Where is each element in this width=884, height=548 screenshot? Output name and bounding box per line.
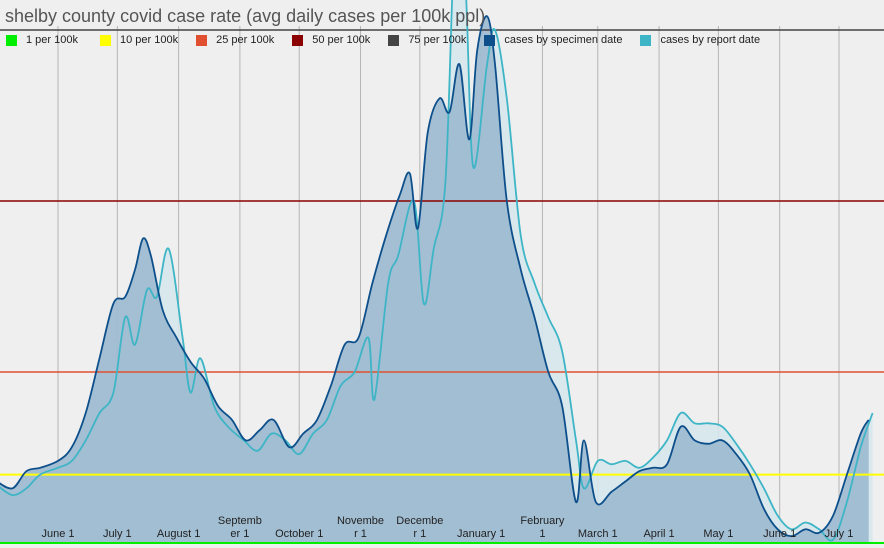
x-tick-label: Decembe r 1 — [388, 515, 452, 541]
x-tick-label-line: er 1 — [230, 528, 250, 540]
x-tick-label: January 1 — [449, 528, 513, 541]
legend-label: cases by specimen date — [504, 34, 623, 46]
legend-swatch — [292, 34, 304, 46]
legend-label: 75 per 100k — [408, 34, 467, 46]
legend-swatch — [99, 34, 111, 46]
x-tick-label: February 1 — [510, 515, 574, 541]
legend-item-75-per-100k[interactable]: 75 per 100k — [388, 33, 466, 47]
x-tick-label: August 1 — [147, 528, 211, 541]
legend-label: 1 per 100k — [26, 34, 78, 46]
legend-swatch — [640, 34, 652, 46]
series-line-1 — [0, 0, 874, 542]
x-tick-label: Novembe r 1 — [329, 515, 393, 541]
x-tick-label: Septemb er 1 — [208, 515, 272, 541]
x-tick-label-line: June 1 — [41, 528, 75, 540]
legend-swatch — [388, 34, 400, 46]
x-tick-label-line: February — [520, 515, 565, 527]
legend: 1 per 100k 10 per 100k 25 per 100k 50 pe… — [6, 33, 760, 47]
legend-label: 10 per 100k — [119, 34, 179, 46]
x-tick-label: April 1 — [627, 528, 691, 541]
x-tick-label-line: April 1 — [643, 528, 675, 540]
legend-label: cases by report date — [660, 34, 761, 46]
series-area-0 — [0, 16, 869, 543]
x-tick-label: May 1 — [686, 528, 750, 541]
x-tick-label-line: Septemb — [217, 515, 262, 527]
x-tick-label: July 1 — [807, 528, 871, 541]
legend-item-1-per-100k[interactable]: 1 per 100k — [6, 33, 78, 47]
x-tick-label-line: r 1 — [354, 528, 367, 540]
x-tick-label-line: r 1 — [413, 528, 427, 540]
x-tick-label-line: October 1 — [275, 528, 324, 540]
legend-item-50-per-100k[interactable]: 50 per 100k — [292, 33, 370, 47]
x-tick-label-line: 1 — [539, 528, 546, 540]
x-tick-label-line: January 1 — [456, 528, 506, 540]
x-tick-label-line: Novembe — [336, 515, 385, 527]
x-tick-label: March 1 — [566, 528, 630, 541]
legend-swatch — [484, 34, 496, 46]
x-tick-label: October 1 — [267, 528, 331, 541]
x-tick-label-line: June 1 — [763, 528, 797, 540]
x-tick-label-line: August 1 — [156, 528, 201, 540]
x-tick-label-line: Decembe — [396, 515, 444, 527]
legend-label: 50 per 100k — [312, 34, 371, 46]
legend-swatch — [196, 34, 208, 46]
legend-item-10-per-100k[interactable]: 10 per 100k — [99, 33, 179, 47]
series-line-0 — [0, 15, 870, 538]
x-tick-label: July 1 — [85, 528, 149, 541]
legend-item-cases-by-report-date[interactable]: cases by report date — [640, 33, 760, 47]
x-tick-label: June 1 — [26, 528, 90, 541]
legend-item-cases-by-specimen-date[interactable]: cases by specimen date — [484, 33, 622, 47]
x-tick-label-line: March 1 — [577, 528, 618, 540]
legend-swatch — [6, 34, 17, 46]
x-tick-label-line: May 1 — [703, 528, 734, 540]
reference-lines — [0, 29, 884, 476]
legend-item-25-per-100k[interactable]: 25 per 100k — [196, 33, 274, 47]
legend-label: 25 per 100k — [216, 34, 275, 46]
x-tick-label: June 1 — [748, 528, 812, 541]
series-lines — [0, 0, 874, 542]
x-gridlines — [57, 26, 840, 543]
x-tick-label-line: July 1 — [824, 528, 854, 540]
x-tick-label-line: July 1 — [102, 528, 132, 540]
chart-title: shelby county covid case rate (avg daily… — [5, 6, 486, 26]
